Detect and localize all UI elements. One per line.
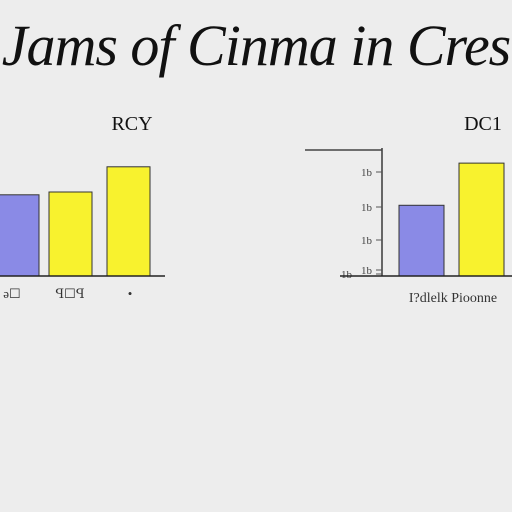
left-chart-bar-2	[48, 191, 93, 277]
right-chart-y-tick-label-2: 1b	[361, 202, 373, 214]
right-chart-bar-2	[458, 162, 505, 277]
right-chart-y-tick-label-4: 1b	[361, 265, 373, 277]
left-chart-title: RCY	[111, 113, 152, 135]
right-bar-chart: DC1 1b 1b 1b 1b 1b I?dlelk Pioonne	[305, 113, 512, 306]
right-chart-y-tick-label-5: 1b	[341, 269, 353, 281]
left-chart-tick-label-1: ǝ☐	[3, 286, 20, 301]
right-chart-y-tick-label-1: 1b	[361, 167, 373, 179]
left-bar-chart: RCY ǝ☐ ꟼ☐ꟼ •	[0, 113, 165, 301]
left-chart-tick-label-3: •	[128, 286, 133, 301]
left-chart-tick-label-2: ꟼ☐ꟼ	[55, 286, 84, 301]
right-chart-x-label: I?dlelk Pioonne	[409, 291, 497, 306]
right-chart-bar-1	[398, 204, 445, 277]
right-chart-y-tick-label-3: 1b	[361, 235, 373, 247]
page-title: Jams of Cinma in Cres	[1, 13, 512, 78]
right-chart-title: DC1	[464, 113, 502, 135]
left-chart-bar-3	[106, 166, 151, 277]
left-chart-bar-1	[0, 194, 40, 277]
